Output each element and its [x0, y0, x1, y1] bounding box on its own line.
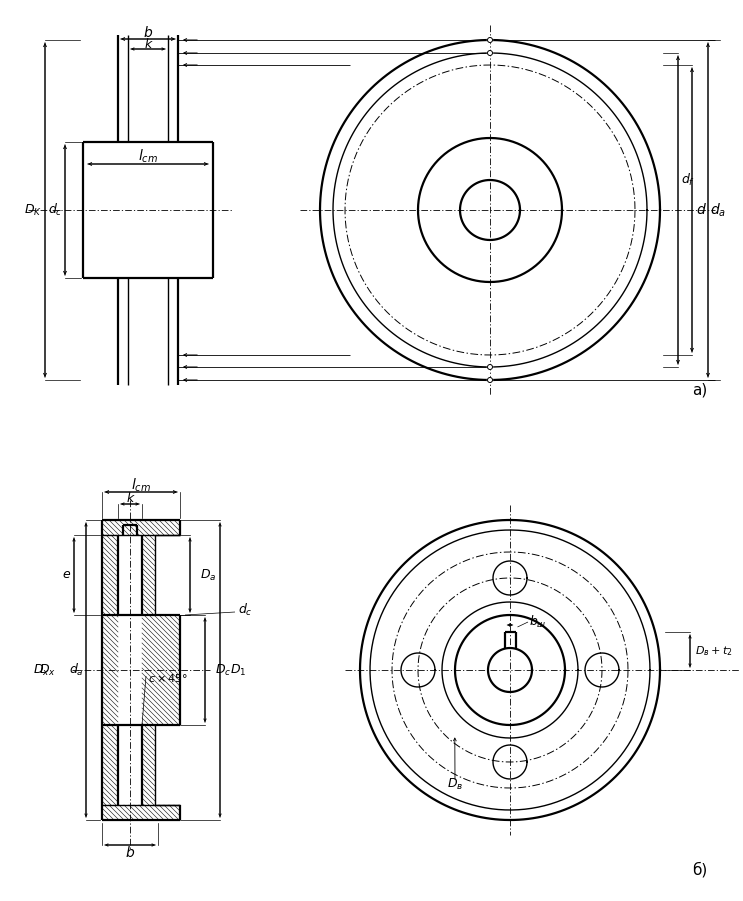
Text: e: e — [62, 569, 70, 581]
Text: а): а) — [692, 383, 707, 397]
Text: $D_1$: $D_1$ — [230, 662, 247, 678]
Text: $c\times45°$: $c\times45°$ — [148, 672, 189, 684]
Text: $l_{cm}$: $l_{cm}$ — [138, 147, 158, 165]
Text: $d_a$: $d_a$ — [710, 201, 726, 219]
Text: $D_в$: $D_в$ — [447, 777, 463, 792]
Text: d: d — [697, 203, 705, 217]
Text: $D_x$: $D_x$ — [39, 662, 56, 678]
Text: $l_{cm}$: $l_{cm}$ — [131, 477, 151, 494]
Text: k: k — [144, 38, 152, 50]
Circle shape — [487, 50, 493, 56]
Text: $D_c$: $D_c$ — [215, 662, 231, 678]
Text: $d_c$: $d_c$ — [48, 202, 62, 218]
Text: $D_K$: $D_K$ — [24, 203, 42, 217]
Text: $D_в+t_2$: $D_в+t_2$ — [695, 644, 733, 658]
Text: k: k — [126, 492, 134, 505]
Circle shape — [487, 378, 493, 383]
Text: $d_c$: $d_c$ — [238, 602, 253, 618]
Text: $D_x$: $D_x$ — [33, 662, 50, 678]
Text: b: b — [126, 846, 134, 860]
Text: б): б) — [692, 862, 707, 878]
Text: $D_a$: $D_a$ — [200, 568, 216, 583]
Circle shape — [487, 38, 493, 42]
Circle shape — [487, 365, 493, 369]
Text: b: b — [143, 26, 152, 40]
Text: $b_{ш}$: $b_{ш}$ — [529, 614, 547, 630]
Text: $d_f$: $d_f$ — [681, 172, 695, 188]
Text: $d_a$: $d_a$ — [68, 662, 83, 678]
